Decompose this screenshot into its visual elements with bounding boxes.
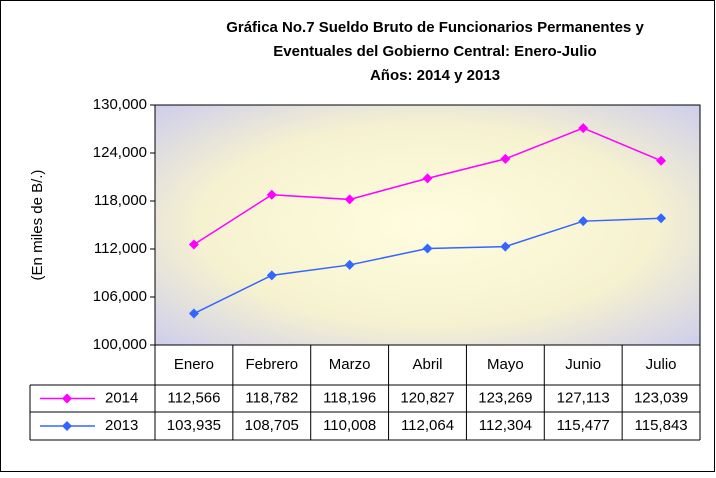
table-value: 115,843 bbox=[635, 417, 688, 434]
y-axis-label: (En miles de B/.) bbox=[29, 170, 46, 281]
legend-label: 2014 bbox=[105, 389, 138, 406]
marker bbox=[188, 239, 199, 250]
y-tick-label: 118,000 bbox=[94, 192, 147, 209]
y-tick-label: 112,000 bbox=[94, 240, 147, 257]
table-value: 103,935 bbox=[167, 417, 221, 434]
table-value: 123,269 bbox=[478, 389, 532, 406]
table-value: 127,113 bbox=[557, 389, 610, 406]
y-tick-label: 130,000 bbox=[93, 96, 147, 113]
x-tick-label: Abril bbox=[412, 356, 442, 373]
x-tick-label: Febrero bbox=[246, 356, 299, 373]
table-value: 112,304 bbox=[479, 417, 532, 434]
marker bbox=[656, 213, 667, 224]
marker bbox=[266, 270, 277, 281]
table-value: 118,196 bbox=[323, 389, 376, 406]
marker bbox=[578, 123, 589, 134]
marker bbox=[344, 259, 355, 270]
table-value: 112,064 bbox=[401, 417, 454, 434]
table-value: 110,008 bbox=[323, 417, 376, 434]
table-value: 123,039 bbox=[634, 389, 688, 406]
marker bbox=[578, 216, 589, 227]
marker bbox=[656, 155, 667, 166]
x-tick-label: Mayo bbox=[487, 356, 524, 373]
x-tick-label: Enero bbox=[174, 356, 214, 373]
chart-title: Años: 2014 y 2013 bbox=[370, 67, 500, 84]
chart-title: Eventuales del Gobierno Central: Enero-J… bbox=[273, 43, 596, 60]
table-value: 118,782 bbox=[245, 389, 298, 406]
x-tick-label: Marzo bbox=[329, 356, 371, 373]
marker bbox=[188, 308, 199, 319]
marker bbox=[422, 243, 433, 254]
table-value: 120,827 bbox=[400, 389, 454, 406]
plot-area bbox=[154, 104, 701, 346]
legend-marker bbox=[62, 421, 72, 431]
y-tick-label: 106,000 bbox=[93, 288, 147, 305]
table-value: 112,566 bbox=[167, 389, 220, 406]
y-tick-label: 124,000 bbox=[93, 144, 147, 161]
table-value: 115,477 bbox=[557, 417, 610, 434]
chart-title: Gráfica No.7 Sueldo Bruto de Funcionario… bbox=[226, 19, 644, 36]
marker bbox=[344, 194, 355, 205]
marker bbox=[500, 153, 511, 164]
marker bbox=[422, 173, 433, 184]
y-tick-label: 100,000 bbox=[93, 336, 147, 353]
legend-label: 2013 bbox=[105, 417, 138, 434]
x-tick-label: Julio bbox=[646, 356, 677, 373]
legend-marker bbox=[62, 393, 72, 404]
marker bbox=[500, 241, 511, 252]
marker bbox=[266, 189, 277, 200]
table-value: 108,705 bbox=[245, 417, 299, 434]
x-tick-label: Junio bbox=[565, 356, 601, 373]
